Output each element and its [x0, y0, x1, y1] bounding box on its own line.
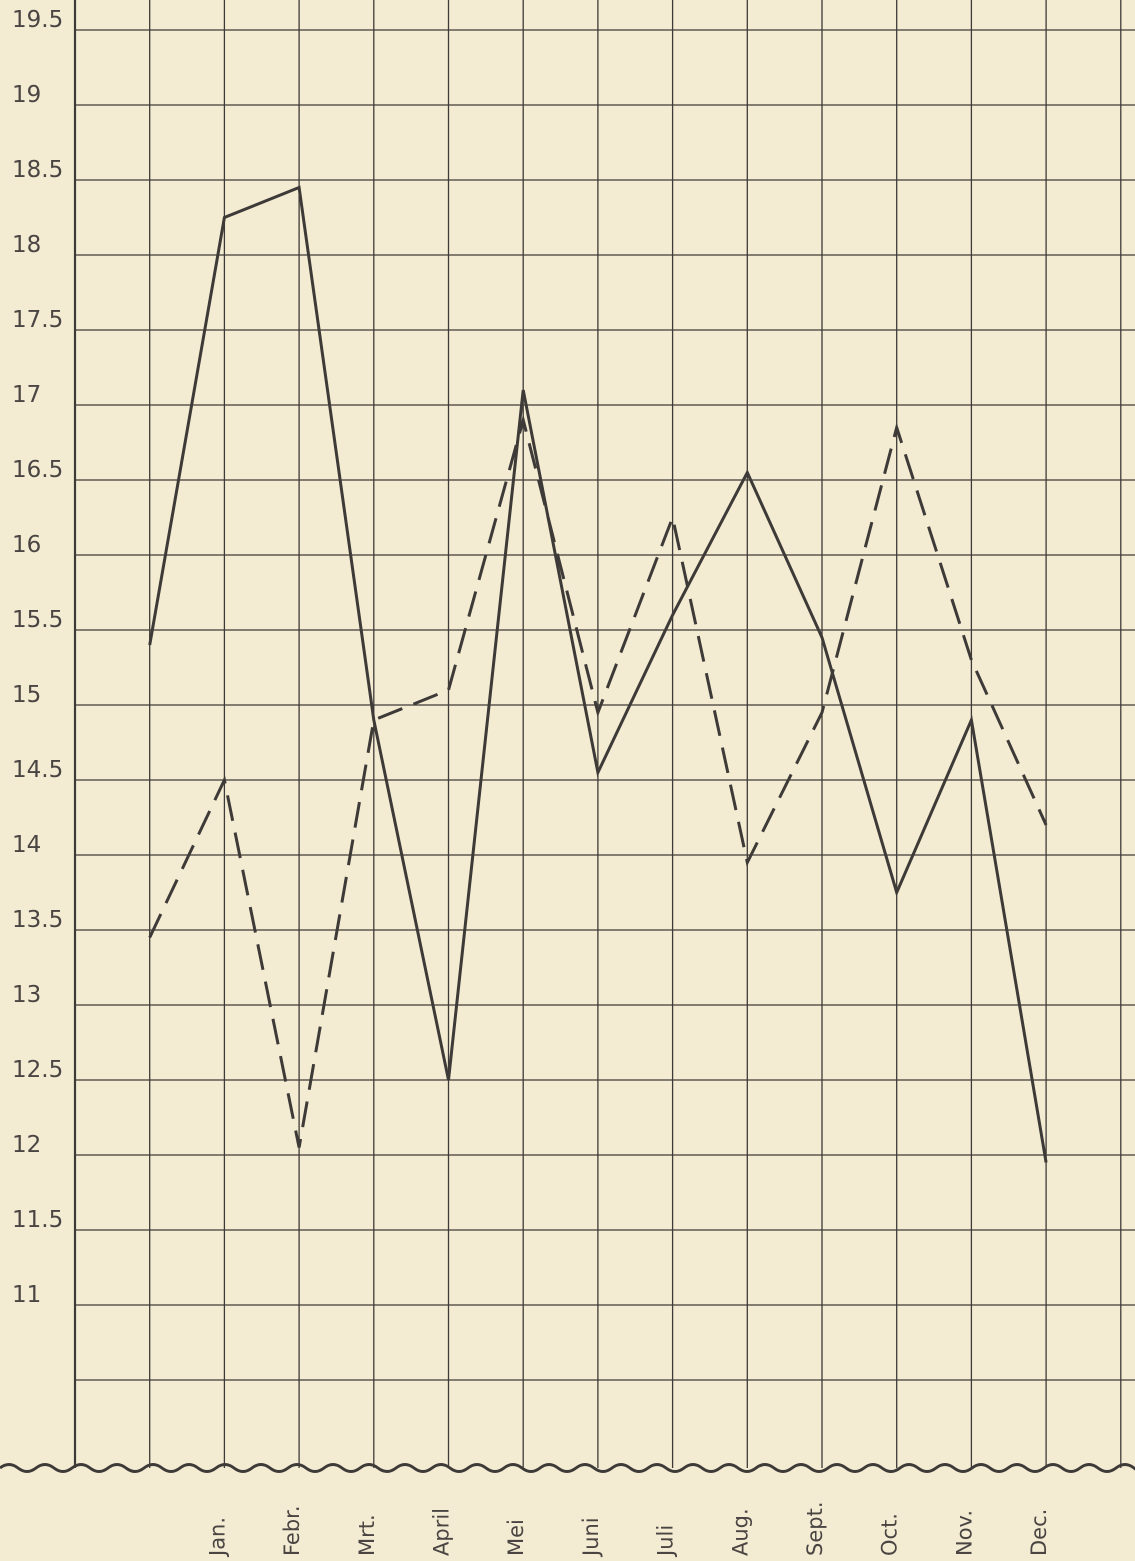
y-tick-label: 17.5: [12, 307, 63, 333]
grid: [0, 0, 1135, 1473]
y-tick-label: 11: [12, 1282, 41, 1308]
y-tick-label: 19.5: [12, 7, 63, 33]
x-axis-baseline: [0, 1463, 1135, 1473]
y-axis-ticks: 19.5 19 18.5 18 17.5 17 16.5 16 15.5 15 14.5 14 13.5…: [12, 7, 63, 1308]
y-tick-label: 18.5: [12, 157, 63, 183]
y-tick-label: 12: [12, 1132, 41, 1158]
y-tick-label: 16: [12, 532, 41, 558]
x-tick-label: Sept.: [803, 1502, 827, 1557]
x-tick-label: Mei: [504, 1519, 528, 1556]
x-tick-label: Febr.: [280, 1505, 304, 1556]
y-tick-label: 15.5: [12, 607, 63, 633]
y-tick-label: 19: [12, 82, 41, 108]
y-tick-label: 12.5: [12, 1057, 63, 1083]
x-tick-label: April: [430, 1508, 454, 1556]
y-tick-label: 14: [12, 832, 41, 858]
y-tick-label: 15: [12, 682, 41, 708]
x-tick-label: Jan.: [205, 1517, 229, 1558]
x-tick-label: Juli: [654, 1525, 678, 1558]
x-tick-label: Aug.: [728, 1508, 752, 1556]
y-tick-label: 17: [12, 382, 41, 408]
series-group: [148, 185, 1048, 1163]
y-tick-label: 11.5: [12, 1207, 63, 1233]
y-tick-label: 18: [12, 232, 41, 258]
y-tick-label: 13.5: [12, 907, 63, 933]
y-tick-label: 13: [12, 982, 41, 1008]
x-tick-label: Mrt.: [355, 1514, 379, 1556]
x-tick-label: Juni: [579, 1517, 603, 1558]
y-tick-label: 14.5: [12, 757, 63, 783]
x-tick-label: Nov.: [952, 1510, 976, 1556]
x-tick-label: Oct.: [878, 1513, 902, 1556]
solid-series-line: [148, 185, 1048, 1163]
x-axis-ticks: Jan. Febr. Mrt. April Mei Juni Juli Aug. Sept. Oc…: [205, 1502, 1051, 1559]
x-tick-label: Dec.: [1027, 1509, 1051, 1556]
dashed-series-line: [148, 414, 1048, 1148]
y-tick-label: 16.5: [12, 457, 63, 483]
